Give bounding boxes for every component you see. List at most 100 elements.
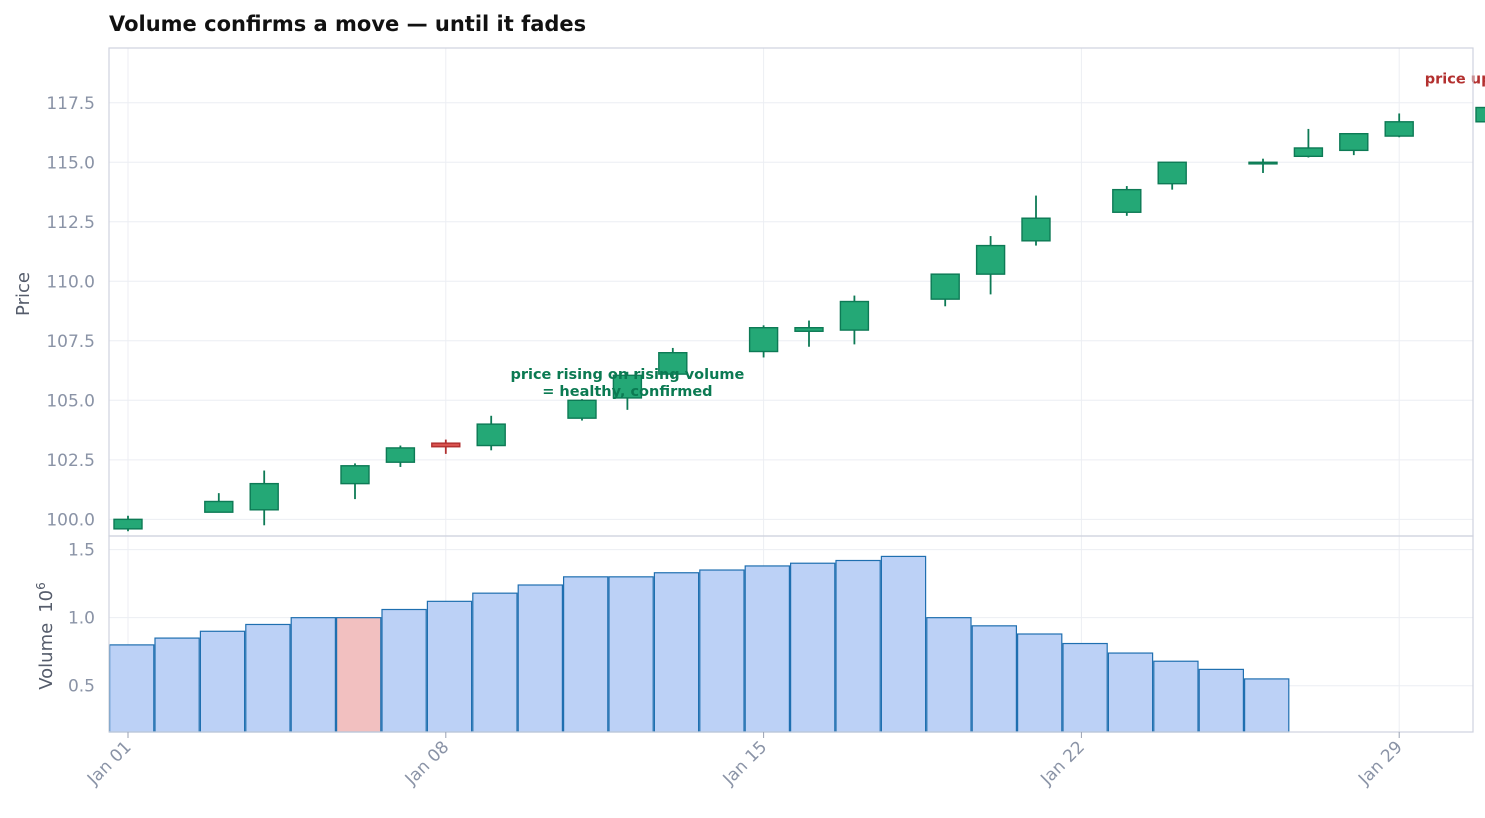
- volume-y-ticks: 0.5 1.0 1.5: [68, 541, 95, 697]
- x-tick-label-2: Jan 15: [719, 737, 772, 790]
- volume-bar-15: [789, 562, 836, 733]
- candle-body-3: [340, 465, 370, 485]
- x-tick-label-3: Jan 22: [1036, 737, 1089, 790]
- price-tick-label-4: 110.0: [46, 272, 95, 292]
- volume-bar-8: [472, 592, 518, 733]
- volume-bar-2: [199, 630, 246, 733]
- volume-tick-label-2: 1.5: [68, 541, 95, 561]
- candle-5: [431, 439, 461, 454]
- volume-axis-label-text: Volume: [36, 623, 57, 690]
- price-grid: [109, 48, 1473, 536]
- candle-9: [658, 347, 688, 379]
- candle-15: [1021, 195, 1051, 246]
- candle-11: [794, 320, 824, 347]
- volume-bar-19: [971, 625, 1018, 733]
- candle-body-1: [204, 500, 234, 513]
- price-tick-label-6: 115.0: [46, 153, 95, 173]
- volume-bar-6: [381, 608, 427, 733]
- annotation-0: price rising on rising volume = healthy, …: [510, 367, 744, 400]
- volume-bar-10: [562, 576, 609, 733]
- annotation-0-line-0: price rising on rising volume: [510, 367, 744, 383]
- price-tick-label-5: 112.5: [46, 213, 95, 233]
- candle-body-20: [1339, 132, 1369, 152]
- volume-bar-4: [290, 617, 337, 733]
- volume-bar-5: [336, 617, 382, 733]
- candle-0: [113, 515, 143, 532]
- volume-bar-18: [926, 617, 972, 733]
- volume-bar-13: [699, 569, 745, 733]
- price-tick-label-2: 105.0: [46, 391, 95, 411]
- price-panel-frame: [108, 47, 1474, 537]
- x-tick-label-0: Jan 01: [83, 737, 136, 790]
- candle-body-8: [612, 374, 643, 399]
- candle-body-17: [1157, 161, 1187, 185]
- annotation-0-line-1: = healthy, confirmed: [542, 384, 712, 400]
- candle-body-0: [113, 518, 143, 530]
- candle-body-2: [249, 482, 279, 511]
- volume-bars: [108, 555, 1290, 733]
- candle-body-21: [1384, 121, 1414, 137]
- candle-body-18: [1248, 161, 1278, 165]
- volume-bar-23: [1153, 660, 1199, 733]
- candle-body-5: [431, 442, 461, 448]
- candle-21: [1384, 113, 1414, 138]
- candle-2: [249, 470, 279, 526]
- volume-bar-1: [154, 637, 200, 733]
- volume-bar-9: [517, 584, 564, 733]
- volume-bar-20: [1016, 633, 1063, 733]
- candle-12: [839, 295, 870, 345]
- candle-body-22: [1475, 106, 1485, 123]
- price-tick-label-1: 102.5: [46, 451, 95, 471]
- volume-bar-14: [744, 565, 791, 733]
- candle-7: [567, 399, 597, 421]
- price-tick-label-7: 117.5: [46, 94, 95, 114]
- candle-body-16: [1112, 188, 1142, 213]
- price-tick-label-3: 107.5: [46, 332, 95, 352]
- volume-bar-0: [108, 644, 155, 733]
- candle-6: [476, 415, 506, 451]
- candle-17: [1157, 161, 1187, 190]
- candle-body-4: [385, 447, 416, 463]
- volume-bar-11: [608, 576, 654, 733]
- price-tick-label-0: 100.0: [46, 510, 95, 530]
- volume-scale-exponent: 6: [34, 582, 48, 590]
- candle-10: [748, 325, 779, 358]
- candle-22: [1475, 106, 1485, 123]
- volume-bar-21: [1062, 642, 1108, 733]
- candle-body-7: [567, 399, 597, 419]
- volume-bar-16: [835, 559, 881, 733]
- volume-bar-7: [426, 600, 473, 733]
- volume-tick-label-0: 0.5: [68, 677, 95, 697]
- candle-body-19: [1293, 147, 1324, 158]
- candle-body-13: [930, 273, 960, 300]
- volume-scale-base: 10: [36, 590, 57, 613]
- candle-1: [204, 493, 234, 513]
- annotations: price rising on rising volume = healthy, …: [510, 72, 1485, 400]
- candle-19: [1293, 128, 1324, 158]
- candle-8: [612, 371, 643, 410]
- chart-title: Volume confirms a move — until it fades: [109, 12, 586, 36]
- candle-16: [1112, 186, 1142, 216]
- candle-18: [1248, 158, 1278, 173]
- candle-body-9: [658, 352, 688, 375]
- candle-3: [340, 463, 370, 500]
- price-y-ticks: 100.0 102.5 105.0 107.5 110.0 112.5 115.0 117.5: [46, 94, 95, 531]
- candle-body-11: [794, 327, 824, 332]
- annotation-1: price up but volume fading= warning: [1425, 72, 1485, 105]
- candle-13: [930, 273, 960, 307]
- candle-20: [1339, 132, 1369, 156]
- candle-body-15: [1021, 217, 1051, 242]
- volume-bar-17: [880, 555, 927, 733]
- x-tick-label-4: Jan 29: [1354, 737, 1407, 790]
- annotation-1-line-0: price up but volume fading: [1425, 72, 1485, 88]
- candle-4: [385, 445, 416, 467]
- volume-bar-22: [1107, 652, 1154, 733]
- x-tick-label-1: Jan 08: [401, 737, 454, 790]
- price-candles: [113, 106, 1485, 532]
- candle-body-14: [975, 244, 1006, 275]
- candle-body-12: [839, 300, 870, 331]
- volume-bar-12: [653, 572, 700, 733]
